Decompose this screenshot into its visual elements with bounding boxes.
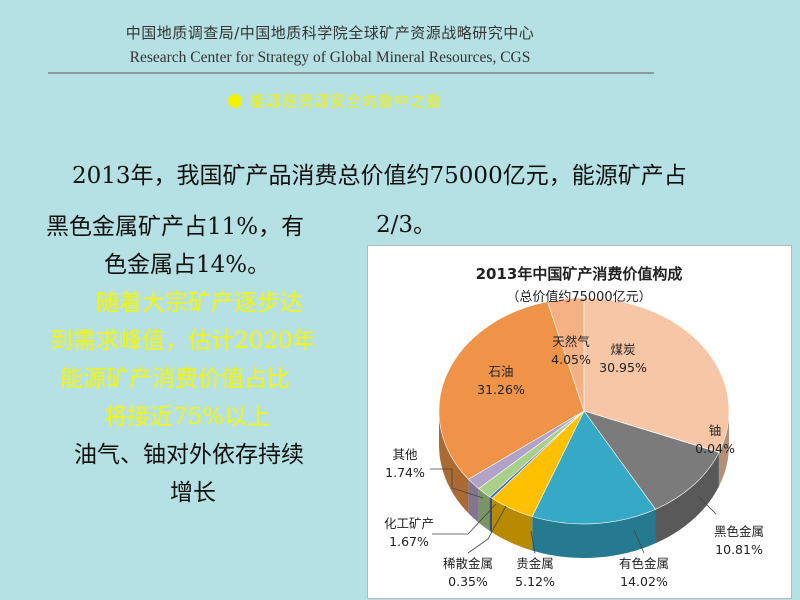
slice-value-其他: 1.74% [385,465,425,480]
chart-subtitle: （总价值约75000亿元） [506,289,651,305]
left-text-line: 将接近75%以上 [104,404,271,430]
slice-label-化工矿产: 化工矿产 [384,516,434,531]
slice-label-煤炭: 煤炭 [610,342,635,357]
slice-label-稀散金属: 稀散金属 [443,556,493,571]
chart-title: 2013年中国矿产消费价值构成 [476,265,683,283]
slice-label-有色金属: 有色金属 [619,556,669,571]
header-org-english: Research Center for Strategy of Global M… [129,49,531,66]
slice-value-稀散金属: 0.35% [448,574,488,589]
slide-subtitle-text: 能源是资源安全的重中之重 [250,92,443,110]
slice-value-黑色金属: 10.81% [715,542,763,557]
slice-value-铀: 0.04% [695,441,735,456]
pie-slice-天然气 [547,297,585,412]
left-text-line: 色金属占14%。 [104,252,271,278]
bullet-dot-icon [228,94,242,108]
pie-slice-黑色金属 [583,410,720,510]
slice-label-天然气: 天然气 [552,334,590,349]
slide-subtitle: 能源是资源安全的重中之重 [228,90,442,111]
slice-value-天然气: 4.05% [551,352,591,367]
slice-value-化工矿产: 1.67% [389,534,429,549]
header-org-chinese: 中国地质调查局/中国地质科学院全球矿产资源战略研究中心 [125,24,535,42]
leader-line-化工矿产 [432,503,497,535]
left-text-line: 能源矿产消费价值占比 [60,366,290,392]
pie-side-黑色金属 [655,452,719,544]
pie-slice-有色金属 [531,410,656,525]
pie-slice-石油 [438,301,585,480]
slice-value-石油: 31.26% [477,382,525,397]
left-text-line: 增长 [170,480,216,506]
leader-line-有色金属 [633,529,645,554]
left-text-line: 到需求峰值，估计2020年 [50,328,316,354]
left-text-line: 油气、铀对外依存持续 [74,442,304,468]
pie-side-煤炭 [719,411,729,487]
slice-label-石油: 石油 [488,364,513,379]
slice-label-铀: 铀 [709,423,722,438]
slice-label-贵金属: 贵金属 [516,556,554,571]
pie-side-石油 [439,411,469,514]
header-divider [48,72,654,74]
slice-value-有色金属: 14.02% [620,574,668,589]
pie-chart: 2013年中国矿产消费价值构成 （总价值约75000亿元） 煤炭 30.95% 铀 0.0… [384,265,764,589]
chart-panel: 2013年中国矿产消费价值构成 （总价值约75000亿元） 煤炭 30.95% 铀 0.0… [367,245,792,599]
leader-line-其他 [430,468,484,499]
pie-side-有色金属 [532,509,656,558]
left-text-line: 随着大宗矿产逐步达 [96,290,303,316]
pie-side-稀散金属 [489,496,492,533]
pie-slice-煤炭 [583,297,730,453]
slice-label-黑色金属: 黑色金属 [714,524,764,539]
leader-line-稀散金属 [467,505,507,554]
body-line-2: 2/3。 [376,212,437,238]
slice-label-其他: 其他 [392,447,418,462]
slice-value-贵金属: 5.12% [515,574,555,589]
body-line-1: 2013年，我国矿产品消费总价值约75000亿元，能源矿产占 [72,163,687,189]
leader-line-贵金属 [530,530,536,554]
left-text-line: 黑色金属矿产占11%，有 [46,214,305,240]
slice-value-煤炭: 30.95% [599,360,647,375]
pie-side-其他 [468,479,479,523]
pie-side-贵金属 [492,498,533,551]
leader-line-黑色金属 [697,495,717,515]
left-text-block: 黑色金属矿产占11%，有色金属占14%。随着大宗矿产逐步达到需求峰值，估计202… [46,208,346,512]
